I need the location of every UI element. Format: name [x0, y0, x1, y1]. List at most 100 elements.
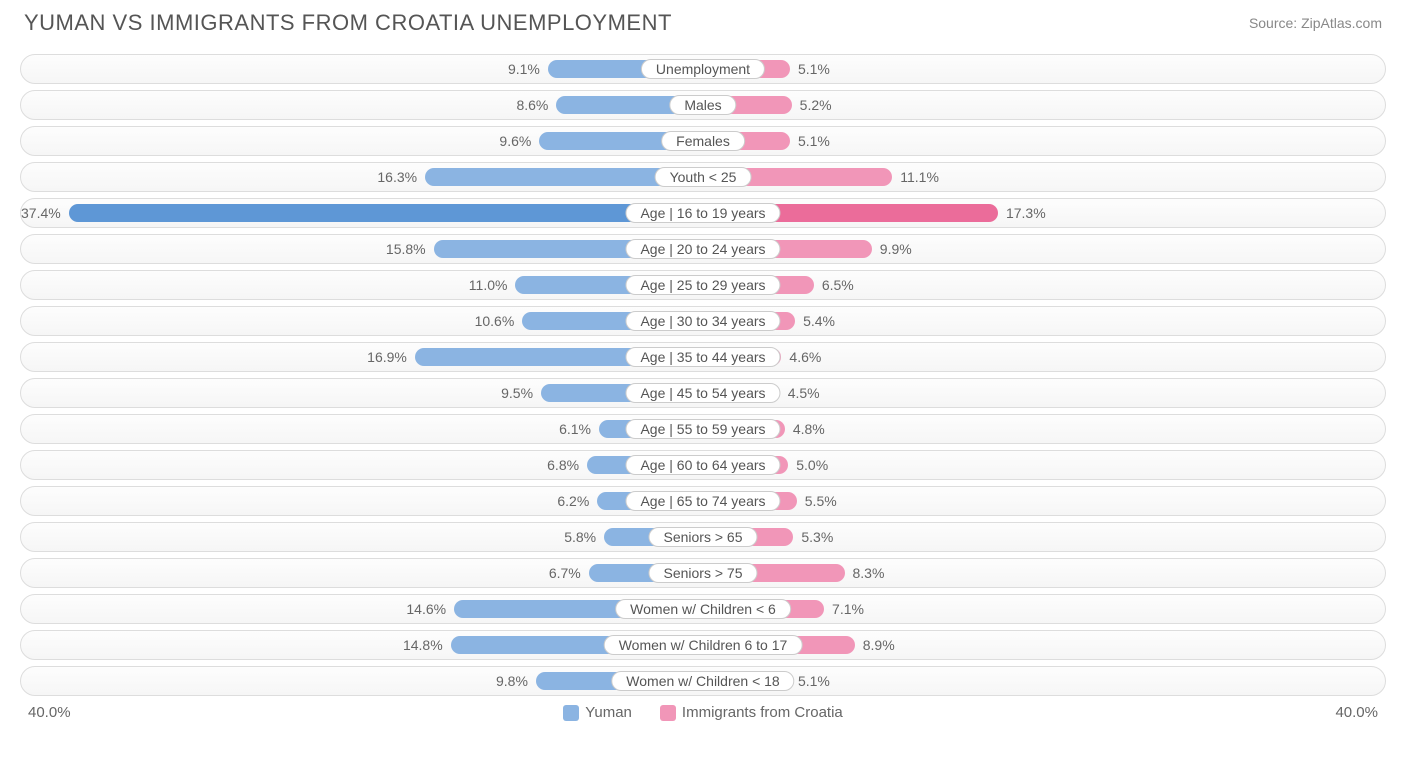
category-label: Women w/ Children 6 to 17 — [604, 635, 803, 655]
right-value-label: 5.1% — [798, 133, 830, 149]
category-label: Age | 65 to 74 years — [625, 491, 780, 511]
chart-row: 6.8% 5.0% Age | 60 to 64 years — [20, 450, 1386, 480]
right-value-label: 8.9% — [863, 637, 895, 653]
row-left-half: 15.8% — [21, 235, 703, 263]
row-right-half: 8.3% — [703, 559, 1385, 587]
right-value-label: 17.3% — [1006, 205, 1046, 221]
row-left-half: 6.8% — [21, 451, 703, 479]
row-right-half: 5.1% — [703, 667, 1385, 695]
category-label: Unemployment — [641, 59, 765, 79]
row-left-half: 10.6% — [21, 307, 703, 335]
row-left-half: 14.8% — [21, 631, 703, 659]
category-label: Age | 20 to 24 years — [625, 239, 780, 259]
legend: Yuman Immigrants from Croatia — [71, 704, 1336, 721]
row-right-half: 4.8% — [703, 415, 1385, 443]
legend-item-left: Yuman — [563, 704, 632, 721]
chart-row: 11.0% 6.5% Age | 25 to 29 years — [20, 270, 1386, 300]
legend-label-right: Immigrants from Croatia — [682, 704, 843, 721]
row-left-half: 6.7% — [21, 559, 703, 587]
left-value-label: 37.4% — [21, 205, 61, 221]
row-left-half: 5.8% — [21, 523, 703, 551]
row-left-half: 9.5% — [21, 379, 703, 407]
row-right-half: 8.9% — [703, 631, 1385, 659]
right-value-label: 4.5% — [788, 385, 820, 401]
left-value-label: 9.1% — [508, 61, 540, 77]
chart-row: 10.6%5.4%Age | 30 to 34 years — [20, 306, 1386, 336]
right-value-label: 5.0% — [796, 457, 828, 473]
left-value-label: 6.8% — [547, 457, 579, 473]
left-value-label: 9.8% — [496, 673, 528, 689]
chart-row: 37.4% 17.3% Age | 16 to 19 years — [20, 198, 1386, 228]
chart-row: 6.2% 5.5% Age | 65 to 74 years — [20, 486, 1386, 516]
chart-row: 8.6% 5.2% Males — [20, 90, 1386, 120]
chart-row: 15.8% 9.9% Age | 20 to 24 years — [20, 234, 1386, 264]
left-value-label: 6.7% — [549, 565, 581, 581]
axis-max-left: 40.0% — [28, 704, 71, 721]
chart-row: 16.9% 4.6% Age | 35 to 44 years — [20, 342, 1386, 372]
right-value-label: 5.2% — [800, 97, 832, 113]
category-label: Males — [669, 95, 736, 115]
legend-item-right: Immigrants from Croatia — [660, 704, 843, 721]
row-right-half: 9.9% — [703, 235, 1385, 263]
row-left-half: 16.3% — [21, 163, 703, 191]
category-label: Age | 45 to 54 years — [625, 383, 780, 403]
chart-source: Source: ZipAtlas.com — [1249, 15, 1382, 31]
row-left-half: 6.1% — [21, 415, 703, 443]
chart-row: 16.3% 11.1% Youth < 25 — [20, 162, 1386, 192]
category-label: Women w/ Children < 18 — [611, 671, 794, 691]
left-value-label: 6.1% — [559, 421, 591, 437]
legend-swatch-left — [563, 705, 579, 721]
category-label: Youth < 25 — [655, 167, 752, 187]
right-value-label: 9.9% — [880, 241, 912, 257]
chart-row: 5.8% 5.3% Seniors > 65 — [20, 522, 1386, 552]
category-label: Age | 30 to 34 years — [625, 311, 780, 331]
legend-label-left: Yuman — [585, 704, 632, 721]
row-right-half: 5.3% — [703, 523, 1385, 551]
chart-row: 9.8% 5.1%Women w/ Children < 18 — [20, 666, 1386, 696]
category-label: Age | 55 to 59 years — [625, 419, 780, 439]
row-right-half: 5.0% — [703, 451, 1385, 479]
right-value-label: 5.1% — [798, 61, 830, 77]
chart-row: 9.6% 5.1% Females — [20, 126, 1386, 156]
right-value-label: 5.5% — [805, 493, 837, 509]
row-right-half: 4.5% — [703, 379, 1385, 407]
row-right-half: 11.1% — [703, 163, 1385, 191]
right-value-label: 6.5% — [822, 277, 854, 293]
left-value-label: 14.8% — [403, 637, 443, 653]
chart-row: 6.1% 4.8%Age | 55 to 59 years — [20, 414, 1386, 444]
left-value-label: 6.2% — [557, 493, 589, 509]
row-left-half: 9.6% — [21, 127, 703, 155]
row-left-half: 9.8% — [21, 667, 703, 695]
category-label: Age | 16 to 19 years — [625, 203, 780, 223]
row-right-half: 5.1% — [703, 127, 1385, 155]
right-value-label: 5.3% — [801, 529, 833, 545]
right-value-label: 5.1% — [798, 673, 830, 689]
right-value-label: 4.6% — [789, 349, 821, 365]
row-right-half: 5.5% — [703, 487, 1385, 515]
chart-row: 9.1% 5.1% Unemployment — [20, 54, 1386, 84]
diverging-bar-chart: 9.1% 5.1% Unemployment 8.6% 5.2% Males 9.6% 5.1… — [20, 54, 1386, 696]
row-left-half: 16.9% — [21, 343, 703, 371]
category-label: Age | 35 to 44 years — [625, 347, 780, 367]
left-value-label: 14.6% — [406, 601, 446, 617]
category-label: Age | 25 to 29 years — [625, 275, 780, 295]
row-left-half: 11.0% — [21, 271, 703, 299]
category-label: Seniors > 65 — [649, 527, 758, 547]
chart-footer: 40.0% Yuman Immigrants from Croatia 40.0… — [20, 704, 1386, 721]
category-label: Seniors > 75 — [649, 563, 758, 583]
category-label: Age | 60 to 64 years — [625, 455, 780, 475]
left-value-label: 5.8% — [564, 529, 596, 545]
row-right-half: 7.1% — [703, 595, 1385, 623]
left-bar — [69, 204, 703, 222]
left-value-label: 10.6% — [475, 313, 515, 329]
right-value-label: 7.1% — [832, 601, 864, 617]
right-value-label: 8.3% — [853, 565, 885, 581]
row-right-half: 5.2% — [703, 91, 1385, 119]
left-value-label: 9.5% — [501, 385, 533, 401]
left-value-label: 16.9% — [367, 349, 407, 365]
row-right-half: 5.1% — [703, 55, 1385, 83]
category-label: Females — [661, 131, 745, 151]
row-left-half: 8.6% — [21, 91, 703, 119]
row-left-half: 14.6% — [21, 595, 703, 623]
right-value-label: 11.1% — [900, 169, 939, 185]
